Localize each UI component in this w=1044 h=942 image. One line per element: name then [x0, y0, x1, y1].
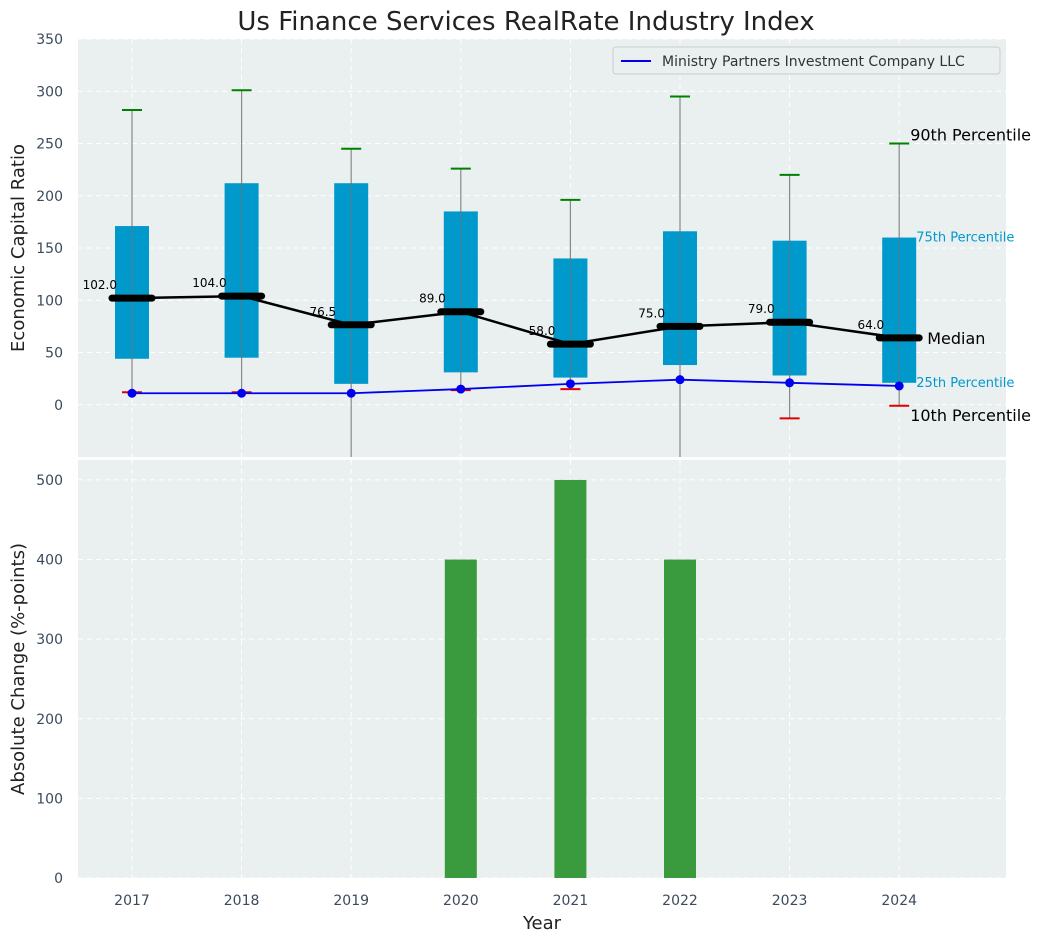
- percentile-labels: 90th Percentile 75th Percentile Median 25th…: [910, 126, 1031, 425]
- company-series-point: [127, 388, 137, 398]
- label-75th-percentile: 75th Percentile: [916, 231, 1014, 246]
- top-y-tick-label: 250: [36, 137, 63, 153]
- x-tick-label: 2020: [443, 893, 479, 909]
- median-value-label: 104.0: [192, 276, 226, 290]
- company-series-point: [456, 384, 466, 394]
- median-value-label: 102.0: [83, 278, 117, 292]
- label-25th-percentile: 25th Percentile: [916, 376, 1014, 391]
- top-y-tick-label: 0: [54, 398, 63, 414]
- top-y-tick-label: 200: [36, 189, 63, 205]
- top-y-axis-label: Economic Capital Ratio: [8, 144, 29, 352]
- bottom-y-axis-label: Absolute Change (%-points): [8, 543, 29, 795]
- x-tick-label: 2023: [772, 893, 808, 909]
- absolute-change-bar: [554, 479, 587, 878]
- x-tick-label: 2024: [881, 893, 917, 909]
- median-value-label: 89.0: [419, 292, 446, 306]
- legend-label: Ministry Partners Investment Company LLC: [662, 54, 965, 70]
- legend: Ministry Partners Investment Company LLC: [612, 46, 1001, 75]
- top-y-tick-label: 300: [36, 84, 63, 100]
- bottom-panel-background: [78, 460, 1006, 878]
- label-median: Median: [927, 329, 985, 348]
- absolute-change-bar: [444, 559, 477, 878]
- median-value-label: 58.0: [529, 324, 556, 338]
- top-y-tick-label: 150: [36, 241, 63, 257]
- bottom-y-tick-label: 200: [36, 712, 63, 728]
- company-series-point: [894, 381, 904, 391]
- chart-title: Us Finance Services RealRate Industry In…: [237, 7, 814, 37]
- company-series-point: [675, 375, 685, 385]
- bottom-y-tick-label: 0: [54, 871, 63, 887]
- axis-ticks: 0 50 100 150 200 250 300 350 0 100 200 300 400 500 201…: [36, 32, 917, 909]
- bottom-y-tick-label: 300: [36, 632, 63, 648]
- median-value-label: 64.0: [857, 318, 884, 332]
- label-10th-percentile: 10th Percentile: [910, 406, 1031, 425]
- label-90th-percentile: 90th Percentile: [910, 126, 1031, 145]
- company-series-point: [346, 388, 356, 398]
- company-series-point: [785, 378, 795, 388]
- bottom-y-tick-label: 500: [36, 473, 63, 489]
- median-value-label: 75.0: [638, 306, 665, 320]
- x-tick-label: 2021: [553, 893, 589, 909]
- top-y-tick-label: 350: [36, 32, 63, 48]
- median-value-label: 79.0: [748, 302, 775, 316]
- x-tick-label: 2017: [114, 893, 150, 909]
- x-tick-label: 2022: [662, 893, 698, 909]
- x-tick-label: 2018: [224, 893, 260, 909]
- bar-chart-group: [444, 479, 696, 878]
- top-y-tick-label: 50: [45, 346, 63, 362]
- x-tick-label: 2019: [333, 893, 369, 909]
- x-axis-label: Year: [522, 913, 562, 934]
- top-y-tick-label: 100: [36, 293, 63, 309]
- company-series-line: [132, 378, 900, 395]
- legend-box: [612, 46, 1001, 75]
- absolute-change-bar: [664, 559, 696, 878]
- box-plot-group: 102.0 104.0 76.5 89.0 58.0 75.0 79.0 64.0: [83, 89, 923, 457]
- company-series-point: [565, 379, 575, 389]
- median-value-label: 76.5: [309, 305, 336, 319]
- bottom-y-tick-label: 100: [36, 791, 63, 807]
- company-series-point: [237, 388, 247, 398]
- bottom-y-tick-label: 400: [36, 553, 63, 569]
